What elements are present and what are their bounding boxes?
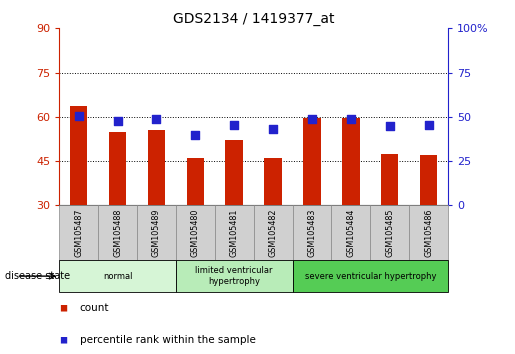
Text: GSM105485: GSM105485 — [385, 209, 394, 257]
Point — [191, 132, 199, 137]
Bar — [176, 205, 215, 260]
Text: GSM105487: GSM105487 — [74, 209, 83, 257]
Bar — [293, 205, 332, 260]
Bar — [98, 205, 137, 260]
Text: ◼: ◼ — [59, 335, 67, 345]
Text: GSM105481: GSM105481 — [230, 209, 238, 257]
Bar — [293, 260, 448, 292]
Text: limited ventricular
hypertrophy: limited ventricular hypertrophy — [196, 267, 273, 286]
Title: GDS2134 / 1419377_at: GDS2134 / 1419377_at — [173, 12, 334, 26]
Bar — [303, 118, 321, 205]
Bar — [332, 205, 370, 260]
Text: GSM105483: GSM105483 — [307, 209, 316, 257]
Text: GSM105482: GSM105482 — [269, 209, 278, 257]
Bar — [226, 141, 243, 205]
Bar — [59, 205, 98, 260]
Point — [347, 116, 355, 121]
Text: GSM105480: GSM105480 — [191, 209, 200, 257]
Point — [230, 122, 238, 128]
Text: GSM105488: GSM105488 — [113, 209, 122, 257]
Bar — [70, 107, 88, 205]
Bar — [186, 158, 204, 205]
Text: GSM105484: GSM105484 — [347, 209, 355, 257]
Bar — [420, 155, 437, 205]
Text: count: count — [80, 303, 109, 313]
Text: GSM105486: GSM105486 — [424, 209, 433, 257]
Bar — [148, 130, 165, 205]
Point — [113, 119, 122, 124]
Text: percentile rank within the sample: percentile rank within the sample — [80, 335, 256, 345]
Point — [424, 122, 433, 128]
Text: normal: normal — [103, 272, 132, 281]
Bar — [109, 132, 126, 205]
Text: ◼: ◼ — [59, 303, 67, 313]
Point — [75, 113, 83, 119]
Bar — [342, 118, 359, 205]
Bar — [264, 158, 282, 205]
Bar — [409, 205, 448, 260]
Bar — [381, 154, 399, 205]
Bar — [176, 260, 293, 292]
Bar — [137, 205, 176, 260]
Text: disease state: disease state — [5, 271, 70, 281]
Point — [308, 116, 316, 121]
Text: GSM105489: GSM105489 — [152, 209, 161, 257]
Bar — [370, 205, 409, 260]
Point — [386, 123, 394, 129]
Point — [269, 126, 277, 132]
Bar — [215, 205, 253, 260]
Bar — [59, 260, 176, 292]
Point — [152, 116, 161, 121]
Text: severe ventricular hypertrophy: severe ventricular hypertrophy — [304, 272, 436, 281]
Bar — [253, 205, 293, 260]
